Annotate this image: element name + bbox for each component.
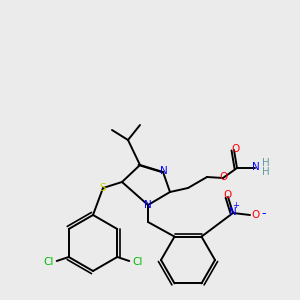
Text: N: N bbox=[160, 166, 168, 176]
Text: O: O bbox=[251, 210, 259, 220]
Text: O: O bbox=[231, 144, 239, 154]
Text: Cl: Cl bbox=[132, 257, 142, 267]
Text: H: H bbox=[262, 167, 270, 177]
Text: +: + bbox=[232, 202, 239, 211]
Text: O: O bbox=[224, 190, 232, 200]
Text: N: N bbox=[144, 200, 152, 210]
Text: O: O bbox=[219, 172, 227, 182]
Text: N: N bbox=[252, 162, 260, 172]
Text: -: - bbox=[262, 208, 266, 220]
Text: H: H bbox=[262, 158, 270, 168]
Text: S: S bbox=[100, 183, 106, 193]
Text: Cl: Cl bbox=[44, 257, 54, 267]
Text: N: N bbox=[229, 207, 237, 217]
